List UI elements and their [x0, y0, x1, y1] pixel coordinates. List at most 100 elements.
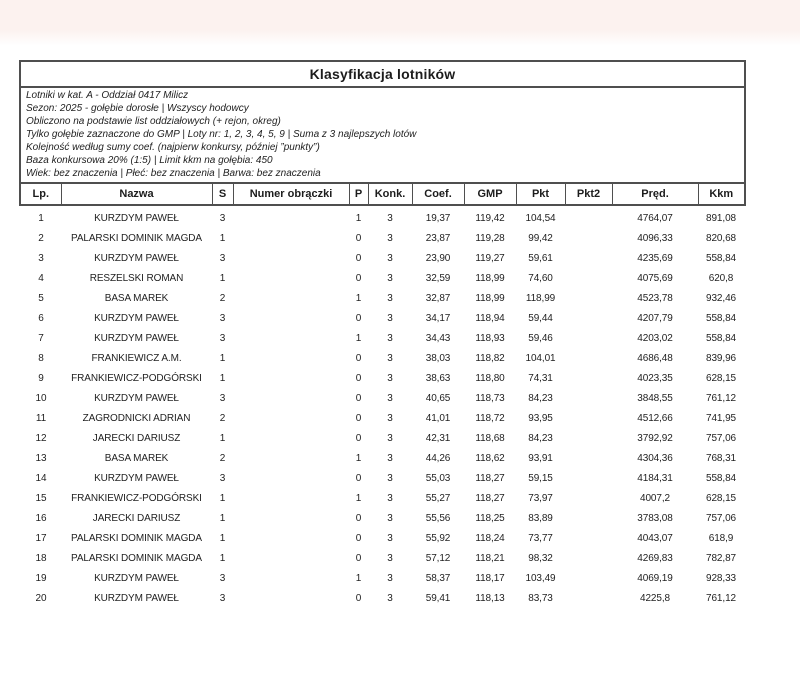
cell-gmp: 118,27 — [475, 472, 505, 484]
cell-pkt2 — [565, 388, 612, 408]
cell-gmp: 118,99 — [475, 272, 505, 284]
cell-gmp: 118,80 — [475, 372, 505, 384]
cell-lp: 5 — [38, 292, 44, 304]
cell-pkt2 — [565, 468, 612, 488]
cell-kkm: 891,08 — [706, 212, 736, 224]
cell-pkt2 — [565, 348, 612, 368]
cell-pred: 4023,35 — [637, 372, 673, 384]
cell-p: 0 — [355, 352, 362, 364]
cell-nazwa: JARECKI DARIUSZ — [92, 512, 181, 524]
cell-pkt2 — [565, 408, 612, 428]
cell-pkt: 98,32 — [528, 552, 553, 564]
cell-p: 1 — [355, 492, 362, 504]
cell-nazwa: ZAGRODNICKI ADRIAN — [82, 412, 191, 424]
page-top-tint — [0, 0, 800, 46]
cell-pred: 3792,92 — [637, 432, 673, 444]
cell-pkt: 93,95 — [528, 412, 553, 424]
cell-coef: 23,87 — [425, 232, 451, 244]
cell-gmp: 118,21 — [475, 552, 505, 564]
cell-numer-obraczki — [233, 308, 349, 328]
cell-pred: 4007,2 — [640, 492, 670, 504]
cell-pred: 4069,19 — [637, 572, 673, 584]
cell-kkm: 628,15 — [706, 372, 736, 384]
cell-gmp: 118,17 — [475, 572, 505, 584]
cell-kkm: 618,9 — [708, 532, 734, 544]
cell-pkt2 — [565, 268, 612, 288]
cell-s: 3 — [219, 472, 226, 484]
cell-gmp: 119,27 — [475, 252, 505, 264]
cell-konk: 3 — [387, 332, 393, 344]
cell-pkt: 73,97 — [528, 492, 553, 504]
cell-kkm: 820,68 — [706, 232, 736, 244]
cell-numer-obraczki — [233, 408, 349, 428]
table-row: 6 KURZDYM PAWEŁ 3 0 3 34,17 118,94 59,44 4207,79… — [21, 308, 744, 328]
cell-numer-obraczki — [233, 328, 349, 348]
cell-s: 3 — [219, 572, 226, 584]
cell-s: 1 — [219, 512, 226, 524]
classification-report: Klasyfikacja lotników Lotniki w kat. A -… — [19, 60, 746, 608]
cell-coef: 44,26 — [425, 452, 451, 464]
cell-pred: 4043,07 — [637, 532, 673, 544]
cell-coef: 38,63 — [425, 372, 451, 384]
cell-s: 2 — [219, 452, 226, 464]
cell-pkt: 104,54 — [525, 212, 556, 224]
cell-s: 1 — [219, 552, 226, 564]
cell-coef: 34,43 — [425, 332, 451, 344]
cell-coef: 41,01 — [425, 412, 451, 424]
cell-lp: 11 — [35, 412, 47, 424]
cell-p: 0 — [355, 472, 362, 484]
column-header-gmp: GMP — [464, 183, 517, 204]
cell-pred: 4512,66 — [637, 412, 673, 424]
column-header-kkm: Kkm — [709, 188, 734, 200]
info-line: Baza konkursowa 20% (1:5) | Limit kkm na… — [26, 155, 273, 166]
cell-numer-obraczki — [233, 568, 349, 588]
cell-konk: 3 — [387, 472, 393, 484]
cell-numer-obraczki — [233, 448, 349, 468]
cell-lp: 19 — [35, 572, 47, 584]
cell-kkm: 768,31 — [706, 452, 736, 464]
cell-pkt2 — [565, 368, 612, 388]
cell-kkm: 928,33 — [706, 572, 736, 584]
cell-gmp: 118,99 — [475, 292, 505, 304]
cell-pkt: 84,23 — [528, 432, 553, 444]
cell-pkt2 — [565, 228, 612, 248]
cell-s: 2 — [219, 292, 226, 304]
cell-s: 1 — [219, 492, 226, 504]
cell-konk: 3 — [387, 212, 393, 224]
cell-p: 0 — [355, 232, 362, 244]
cell-lp: 3 — [38, 252, 44, 264]
cell-s: 1 — [219, 232, 226, 244]
cell-p: 0 — [355, 412, 362, 424]
cell-numer-obraczki — [233, 248, 349, 268]
cell-nazwa: KURZDYM PAWEŁ — [94, 472, 179, 484]
cell-pkt2 — [565, 548, 612, 568]
cell-lp: 17 — [35, 532, 47, 544]
cell-pkt: 93,91 — [528, 452, 553, 464]
cell-pkt2 — [565, 308, 612, 328]
cell-s: 1 — [219, 432, 226, 444]
column-header-numer-obraczki: Numer obrączki — [233, 183, 350, 204]
cell-pred: 4184,31 — [637, 472, 673, 484]
info-line: Sezon: 2025 - gołębie dorosłe | Wszyscy … — [26, 103, 249, 114]
cell-coef: 32,87 — [425, 292, 451, 304]
cell-p: 0 — [355, 272, 362, 284]
cell-pkt: 84,23 — [528, 392, 553, 404]
cell-numer-obraczki — [233, 488, 349, 508]
cell-nazwa: RESZELSKI ROMAN — [89, 272, 184, 284]
cell-s: 3 — [219, 592, 226, 604]
cell-coef: 23,90 — [425, 252, 451, 264]
cell-nazwa: KURZDYM PAWEŁ — [94, 592, 179, 604]
cell-numer-obraczki — [233, 428, 349, 448]
cell-kkm: 628,15 — [706, 492, 736, 504]
info-line: Kolejność według sumy coef. (najpierw ko… — [26, 142, 320, 153]
header-row: Lp. Nazwa S Numer obrączki P Konk. Coef. GMP Pkt… — [21, 183, 744, 204]
cell-konk: 3 — [387, 532, 393, 544]
cell-coef: 55,03 — [425, 472, 451, 484]
table-row: 15 FRANKIEWICZ-PODGÓRSKI 1 1 3 55,27 118,27 73,… — [21, 488, 744, 508]
cell-s: 3 — [219, 252, 226, 264]
column-header-pkt2: Pkt2 — [565, 183, 613, 204]
cell-p: 0 — [355, 532, 362, 544]
cell-pred: 4207,79 — [637, 312, 673, 324]
cell-coef: 58,37 — [425, 572, 451, 584]
cell-nazwa: FRANKIEWICZ-PODGÓRSKI — [71, 492, 202, 504]
